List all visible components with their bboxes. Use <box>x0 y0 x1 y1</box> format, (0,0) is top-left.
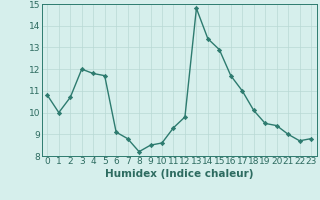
X-axis label: Humidex (Indice chaleur): Humidex (Indice chaleur) <box>105 169 253 179</box>
